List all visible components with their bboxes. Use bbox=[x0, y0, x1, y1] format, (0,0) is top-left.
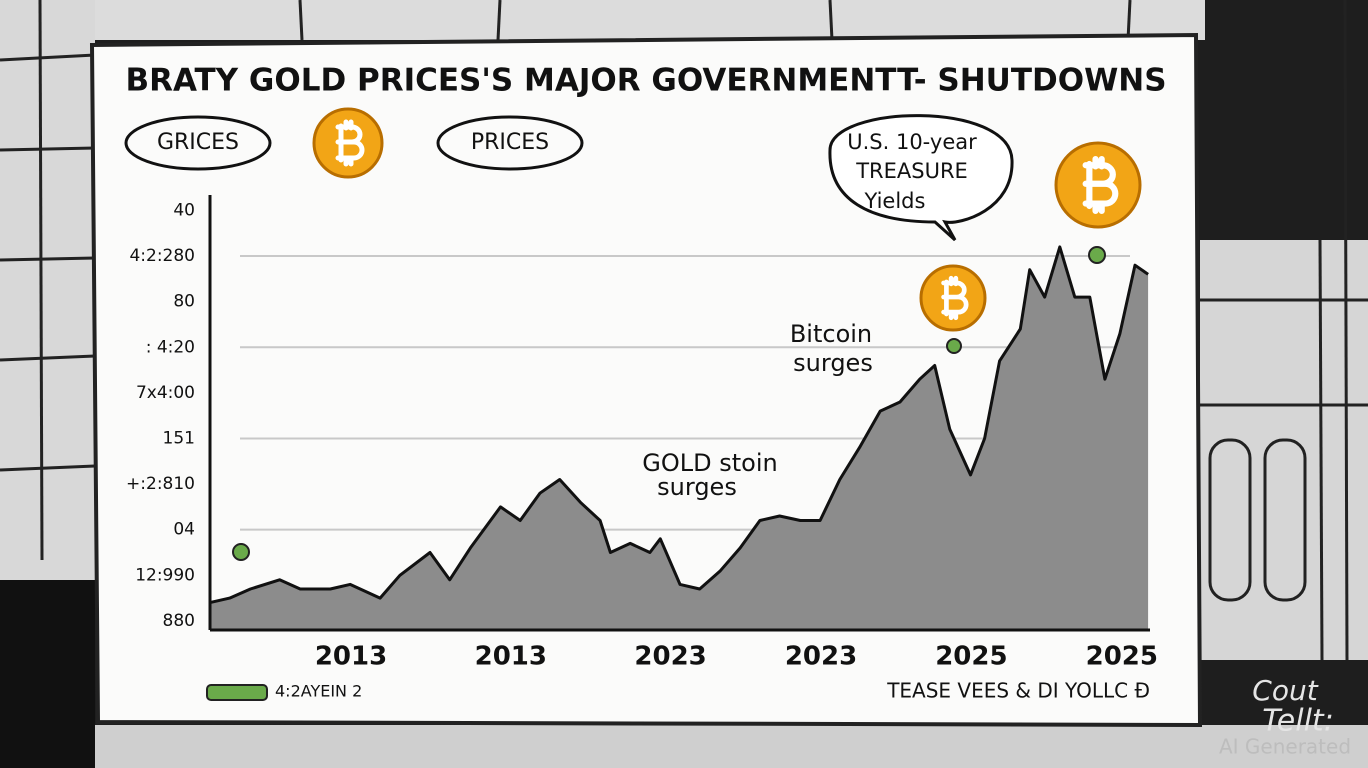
coins bbox=[312, 107, 1142, 332]
right-wall bbox=[1200, 240, 1368, 660]
coin-symbol bbox=[941, 275, 969, 321]
y-tick-label: 40 bbox=[173, 200, 195, 220]
legend-label: 4:2AYEIN 2 bbox=[275, 682, 362, 701]
x-tick-label: 2023 bbox=[785, 642, 857, 672]
chart-title: BRATY GOLD PRICES'S MAJOR GOVERNMENTT- S… bbox=[125, 63, 1166, 99]
right-decor bbox=[1200, 0, 1368, 661]
plot: 880 12:990 04 +:2:810 151 7x4:00 : 4:20 80 4:2:2… bbox=[126, 195, 1158, 672]
legend-swatch bbox=[206, 684, 268, 701]
y-tick-label: 4:2:280 bbox=[129, 246, 195, 266]
y-tick-label: 7x4:00 bbox=[136, 383, 195, 403]
dot bbox=[1088, 246, 1106, 264]
callout-bubble bbox=[828, 114, 1014, 242]
watermark: AI Generated bbox=[1219, 735, 1351, 759]
y-tick-label: 880 bbox=[163, 611, 195, 631]
bubble bbox=[124, 115, 272, 171]
area bbox=[210, 246, 1149, 630]
y-tick-label: 151 bbox=[163, 428, 195, 448]
top-wall bbox=[95, 0, 1205, 40]
y-tick-label: +:2:810 bbox=[126, 474, 195, 494]
watermark: Tellt: bbox=[1262, 704, 1334, 739]
annotation-line: GOLD stoin bbox=[642, 449, 777, 477]
x-tick-label: 2013 bbox=[475, 642, 547, 672]
y-tick-label: : 4:20 bbox=[146, 337, 195, 357]
bubble bbox=[436, 115, 584, 171]
y-tick-label: 12:990 bbox=[135, 565, 195, 585]
bubble-label: GRICES bbox=[157, 130, 239, 155]
area-outline bbox=[209, 245, 1149, 605]
x-tick-label: 2013 bbox=[315, 642, 387, 672]
callout-line: U.S. 10-year bbox=[847, 130, 977, 154]
coin-symbol bbox=[335, 119, 365, 167]
top-lines bbox=[298, 0, 1132, 41]
x-tick-label: 2023 bbox=[634, 642, 706, 672]
y-tick-label: 04 bbox=[173, 520, 195, 540]
annotation-line: surges bbox=[657, 473, 737, 501]
callout-line: Yields bbox=[864, 189, 926, 213]
callout-line: TREASURE bbox=[855, 159, 968, 183]
annotation-line: Bitcoin bbox=[790, 320, 872, 348]
watermark: Cout bbox=[1252, 674, 1318, 707]
y-tick-label: 80 bbox=[173, 292, 195, 312]
footer-note: TEASE VEES & DI YOLLC Ð bbox=[886, 679, 1150, 703]
coin-symbol bbox=[1082, 155, 1119, 215]
bubble-label: PRICES bbox=[471, 130, 549, 155]
x-tick-label: 2025 bbox=[1086, 642, 1158, 672]
left-floor bbox=[0, 580, 95, 768]
left-window-lines bbox=[0, 0, 96, 561]
floor bbox=[95, 725, 1368, 768]
dot bbox=[946, 338, 962, 354]
annotation-line: surges bbox=[793, 349, 873, 377]
dot bbox=[232, 543, 250, 561]
x-tick-label: 2025 bbox=[935, 642, 1007, 672]
